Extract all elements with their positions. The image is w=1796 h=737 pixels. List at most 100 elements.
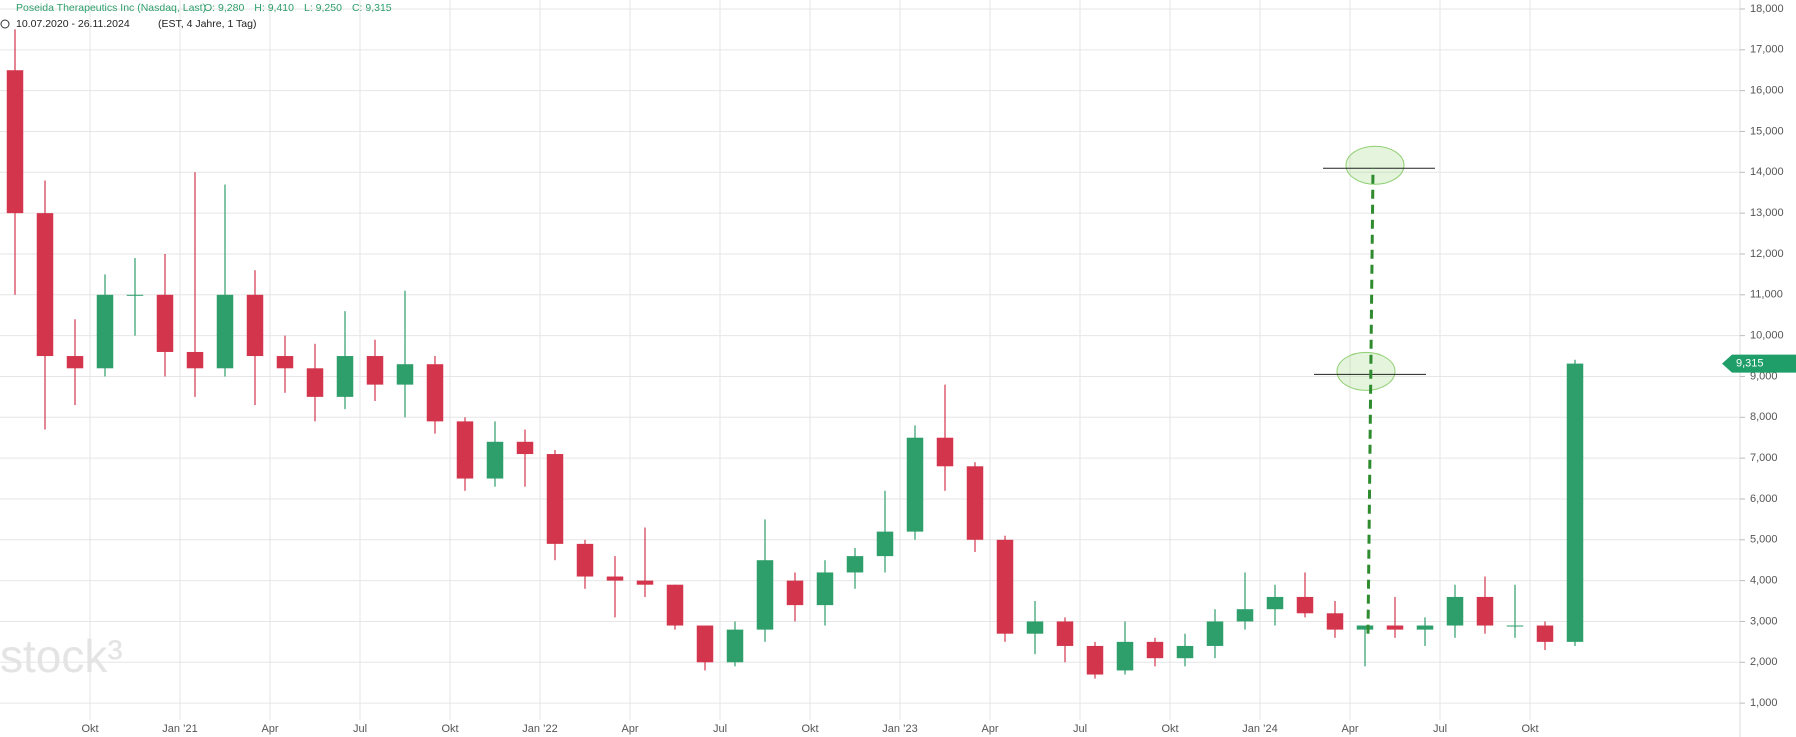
candle-body [396, 364, 414, 385]
candle-body [726, 629, 744, 663]
x-tick-label: Jan ’24 [1242, 723, 1277, 735]
clock-icon [0, 19, 10, 29]
x-tick-label: Jul [713, 723, 727, 735]
chart-title: Poseida Therapeutics Inc (Nasdaq, Last) [16, 2, 206, 14]
candle-body [36, 213, 54, 357]
candle-body [486, 441, 504, 479]
y-tick-label: 11,000 [1750, 289, 1783, 301]
x-tick-label: Apr [621, 723, 638, 735]
y-tick-label: 5,000 [1750, 534, 1778, 546]
candle-body [156, 294, 174, 352]
candle-body [876, 531, 894, 557]
x-tick-label: Apr [261, 723, 278, 735]
x-tick-label: Okt [81, 723, 98, 735]
period: 10.07.2020 - 26.11.2024 [16, 18, 130, 30]
ohlc-value: C: 9,315 [352, 2, 392, 14]
period-note: (EST, 4 Jahre, 1 Tag) [158, 18, 256, 30]
candle-body [1056, 621, 1074, 646]
x-tick-label: Jul [1433, 723, 1447, 735]
candle-body [1086, 645, 1104, 675]
level-ellipse [1345, 145, 1405, 185]
y-tick-label: 8,000 [1750, 411, 1778, 423]
target-line [1366, 168, 1375, 634]
candle-body [306, 368, 324, 397]
candle-body [1326, 613, 1344, 630]
ohlc-header: O: 9,280 H: 9,410 L: 9,250 C: 9,315 [204, 2, 392, 14]
candle-body [1176, 645, 1194, 659]
candle-body [276, 356, 294, 369]
candle-body [996, 539, 1014, 634]
watermark: stock³ [0, 630, 123, 682]
candle-body [816, 572, 834, 606]
y-tick-label: 7,000 [1750, 452, 1778, 464]
level-ellipse [1336, 351, 1396, 391]
last-price-label: 9,315 [1736, 358, 1764, 370]
candle-body [1506, 625, 1524, 627]
y-tick-label: 17,000 [1750, 44, 1784, 56]
candle-body [1116, 641, 1134, 671]
y-tick-label: 12,000 [1750, 248, 1784, 260]
x-tick-label: Jan ’21 [162, 723, 197, 735]
candle-body [1536, 625, 1554, 642]
candle-body [126, 294, 144, 296]
y-tick-label: 13,000 [1750, 207, 1784, 219]
candle-body [546, 454, 564, 544]
last-price-tag [1722, 354, 1796, 373]
axes: 1,000 2,000 3,000 4,000 5,000 6,000 7,000 8,000… [81, 3, 1796, 735]
ohlc-value: O: 9,280 [204, 2, 244, 14]
candle-body [1446, 596, 1464, 626]
x-tick-label: Okt [1521, 723, 1538, 735]
candle-body [666, 584, 684, 626]
y-tick-label: 9,000 [1750, 370, 1778, 382]
x-tick-label: Okt [1161, 723, 1178, 735]
candle-body [936, 437, 954, 467]
y-tick-label: 6,000 [1750, 493, 1778, 505]
y-tick-label: 16,000 [1750, 85, 1784, 97]
y-tick-label: 4,000 [1750, 575, 1778, 587]
candles [6, 29, 1584, 679]
candle-body [1476, 596, 1494, 626]
candle-body [516, 441, 534, 455]
y-tick-label: 18,000 [1750, 3, 1784, 15]
candle-body [456, 421, 474, 479]
candle-body [1266, 596, 1284, 610]
x-tick-label: Jul [1073, 723, 1087, 735]
candle-body [576, 543, 594, 577]
candle-body [1026, 621, 1044, 634]
candle-body [1206, 621, 1224, 646]
candle-body [1236, 609, 1254, 622]
y-tick-label: 15,000 [1750, 125, 1784, 137]
x-tick-label: Jan ’23 [882, 723, 917, 735]
candle-body [636, 580, 654, 585]
x-tick-label: Apr [1341, 723, 1358, 735]
candle-body [216, 294, 234, 369]
annotations [1314, 145, 1435, 634]
candle-body [366, 356, 384, 385]
candle-body [1356, 625, 1374, 630]
candle-body [246, 294, 264, 357]
x-tick-label: Apr [981, 723, 998, 735]
candle-body [786, 580, 804, 606]
candle-body [186, 351, 204, 369]
ohlc-value: H: 9,410 [254, 2, 294, 14]
x-tick-label: Okt [441, 723, 458, 735]
y-tick-label: 3,000 [1750, 615, 1778, 627]
ohlc-value: L: 9,250 [304, 2, 342, 14]
candle-body [756, 560, 774, 630]
x-tick-label: Jan ’22 [522, 723, 557, 735]
candle-body [336, 356, 354, 397]
candle-body [1386, 625, 1404, 630]
candle-body [1146, 641, 1164, 659]
x-tick-label: Okt [801, 723, 818, 735]
y-tick-label: 1,000 [1750, 697, 1778, 709]
candle-body [906, 437, 924, 532]
candle-body [606, 576, 624, 581]
candle-body [426, 364, 444, 422]
x-tick-label: Jul [353, 723, 367, 735]
y-tick-label: 14,000 [1750, 166, 1784, 178]
candle-body [1296, 596, 1314, 614]
y-tick-label: 2,000 [1750, 656, 1778, 668]
candle-body [1566, 363, 1584, 642]
